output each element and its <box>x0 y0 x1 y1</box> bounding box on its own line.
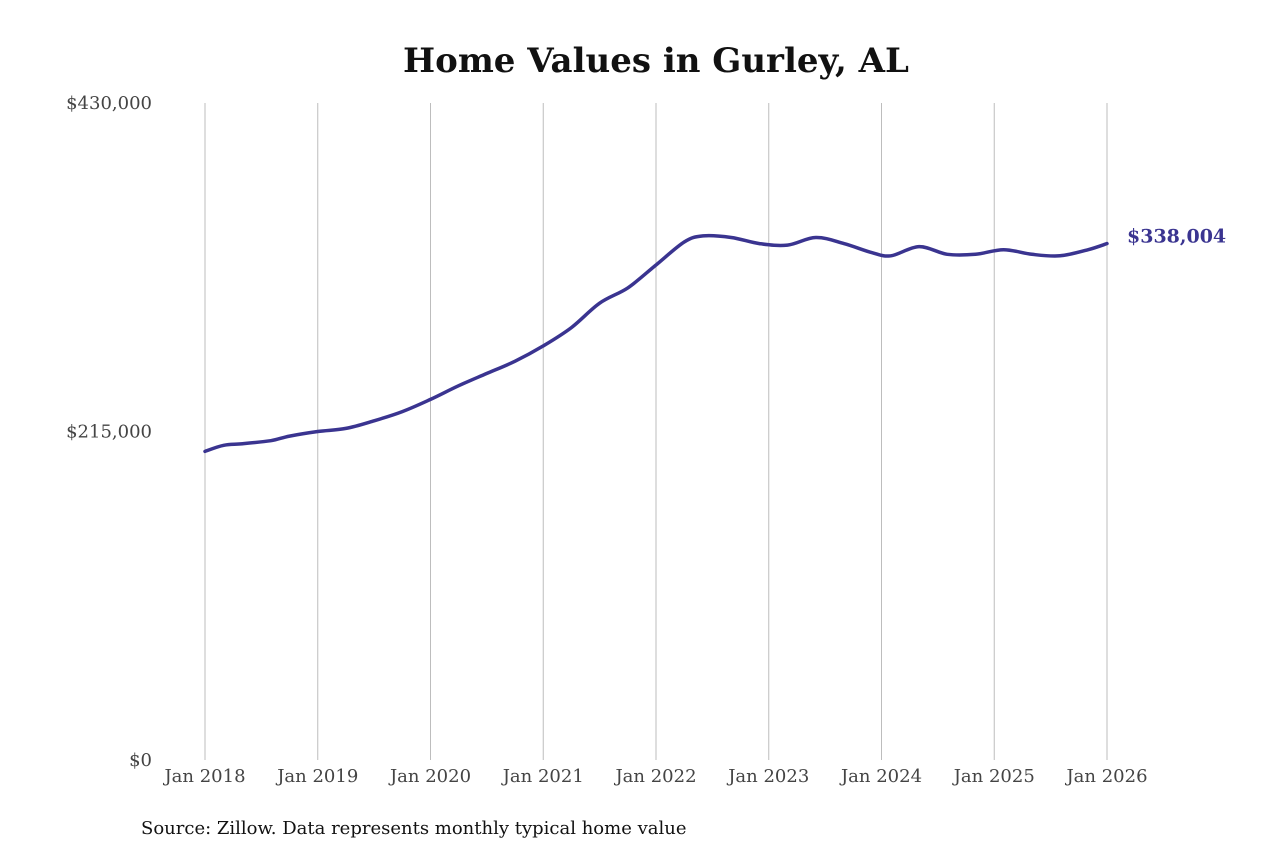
x-tick-label: Jan 2026 <box>1064 766 1147 787</box>
x-tick-label: Jan 2022 <box>613 766 696 787</box>
y-tick-label: $215,000 <box>66 422 152 443</box>
y-axis: $0 $215,000 $430,000 <box>66 93 152 771</box>
x-tick-label: Jan 2020 <box>388 766 471 787</box>
source-note: Source: Zillow. Data represents monthly … <box>141 818 687 839</box>
end-value-label: $338,004 <box>1127 226 1226 248</box>
series-layer: $338,004 <box>203 226 1226 454</box>
x-tick-label: Jan 2019 <box>275 766 358 787</box>
x-tick-label: Jan 2024 <box>839 766 922 787</box>
gridlines <box>204 103 1108 760</box>
series-line <box>203 233 1109 454</box>
x-tick-label: Jan 2021 <box>501 766 584 787</box>
x-tick-label: Jan 2018 <box>162 766 245 787</box>
x-tick-label: Jan 2023 <box>726 766 809 787</box>
y-tick-label: $430,000 <box>66 93 152 114</box>
chart-title: Home Values in Gurley, AL <box>403 41 909 81</box>
y-tick-label: $0 <box>129 750 152 771</box>
x-tick-label: Jan 2025 <box>952 766 1035 787</box>
x-axis: Jan 2018 Jan 2019 Jan 2020 Jan 2021 Jan 2022… <box>162 766 1147 787</box>
